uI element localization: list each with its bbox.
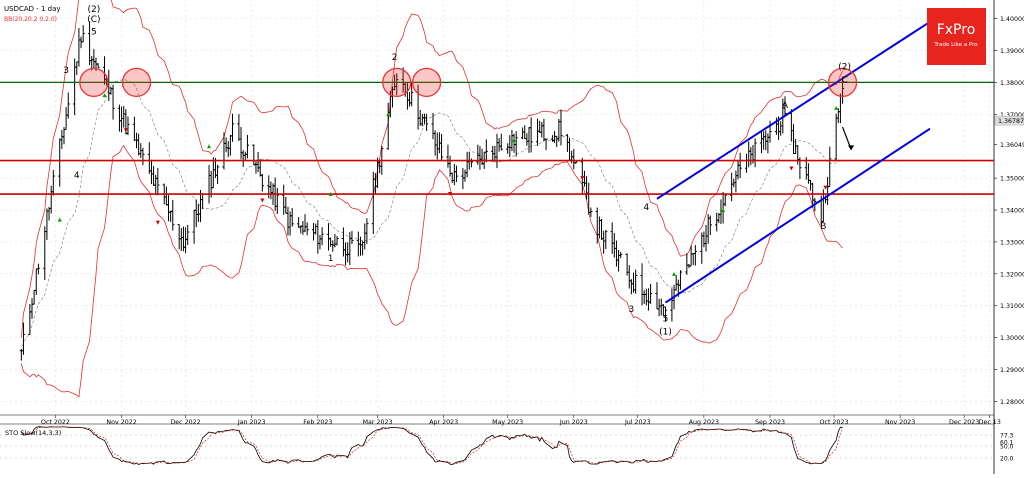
price-tick-label: 1.37000 [1000,112,1024,119]
bear-signal [580,176,585,181]
price-tick-label: 1.35000 [1000,176,1024,183]
logo-brand: FxPro [937,22,976,38]
price-bars [19,21,845,361]
price-tick-label: 1.32000 [1000,271,1024,278]
price-tick-label: 1.36049 [1000,142,1024,149]
symbol-title: USDCAD - 1 day [4,5,61,13]
highlight-circle [121,67,152,98]
time-tick-label: Jan 2023 [237,419,266,426]
wave-label: A [782,101,789,111]
middle-band [21,78,843,351]
time-tick-label: Jun 2023 [559,419,588,426]
wave-label: 1 [328,254,334,264]
osc-current-label: 60.1 [1000,439,1014,446]
wave-label: 5 [663,315,669,325]
time-tick-label: Mar 2023 [363,419,393,426]
wave-label: 5 [91,28,97,38]
highlight-circle [79,67,109,98]
lower-band [20,144,843,398]
wave-label: 4 [74,171,80,181]
price-tick-label: 1.31000 [1000,303,1024,310]
current-price-box [994,115,1024,126]
wave-label: 4 [643,203,649,213]
fxpro-logo: FxPro Trade Like a Pro [927,8,986,65]
channel-upper [656,20,931,200]
bear-signal [260,198,265,203]
osc-tick-label: 20.0 [1000,456,1014,463]
bull-signal [834,105,839,110]
wave-label: C [842,75,848,85]
forecast-arrow-head [848,145,855,151]
wave-label: (2) [838,63,851,73]
bear-signal [823,185,828,190]
signal-arrows [57,93,839,276]
highlight-circle [827,67,858,98]
oscillator-title: STO Slow(14,3,3) [5,429,61,437]
bear-signal [123,128,128,133]
osc-tick-label: 77.3 [1000,433,1014,440]
time-tick-label: Apr 2023 [429,419,458,426]
indicator-title: BB(20,20.2 0,2.0) [4,16,57,23]
wave-label: 3 [63,66,69,76]
price-tick-label: 1.40000 [1000,16,1024,23]
highlight-circles [79,67,858,98]
price-tick-label: 1.28000 [1000,399,1024,406]
wave-label: 2 [392,53,398,63]
price-tick-label: 1.33000 [1000,239,1024,246]
time-tick-label: Dec 13 [979,419,1001,426]
price-axis: 1.40000 1.39000 1.38000 1.37000 1.36049 1.350… [994,16,1024,406]
bear-signal [448,192,453,197]
bull-signal [328,192,333,197]
upper-band [20,0,843,338]
bear-signal [789,166,794,171]
bear-signal [155,220,160,225]
wave-label: (2) [87,5,100,15]
price-tick-label: 1.30000 [1000,335,1024,342]
bull-signal [207,144,212,149]
wave-label: 3 [629,305,635,315]
stoch-d-line [21,426,843,465]
time-tick-label: Dec 2023 [949,419,979,426]
bull-signal [57,217,62,222]
time-tick-label: Jul 2023 [624,419,651,426]
oscillator-panel: 77.3 50.0 20.0 60.1 [0,426,1014,466]
bull-signal [102,93,107,98]
highlight-circle [382,67,412,98]
time-tick-label: Sep 2023 [755,419,785,426]
price-tick-label: 1.39000 [1000,48,1024,55]
time-tick-label: Nov 2023 [885,419,915,426]
time-tick-label: May 2023 [492,419,523,426]
time-tick-label: Nov 2022 [106,419,136,426]
time-tick-label: Oct 2023 [820,419,849,426]
price-tick-label: 1.38000 [1000,80,1024,87]
bull-signal [512,137,517,142]
bull-signal [721,208,726,213]
time-tick-label: Dec 2022 [170,419,200,426]
bull-signal [672,271,677,276]
time-tick-label: Oct 2022 [41,419,70,426]
osc-tick-label: 50.0 [1000,444,1014,451]
time-axis: Oct 2022 Nov 2022 Dec 2022 Jan 2023 Feb 2023… [41,415,1001,426]
bull-signal [386,112,391,117]
wave-label: (C) [87,15,100,25]
wave-label: (1) [659,327,672,337]
price-tick-label: 1.29000 [1000,367,1024,374]
grid-layer [0,0,995,474]
price-tick-label: 1.34000 [1000,208,1024,215]
channel-lower [664,127,931,304]
time-tick-label: Aug 2023 [689,419,719,426]
stoch-k-line [20,426,843,466]
time-tick-label: Feb 2023 [303,419,332,426]
highlight-circle [411,67,442,98]
bollinger-bands [20,0,843,398]
wave-label: B [820,222,826,232]
current-price-label: 1.36787 [998,118,1024,125]
logo-tagline: Trade Like a Pro [933,42,978,48]
logo-background [927,8,986,65]
